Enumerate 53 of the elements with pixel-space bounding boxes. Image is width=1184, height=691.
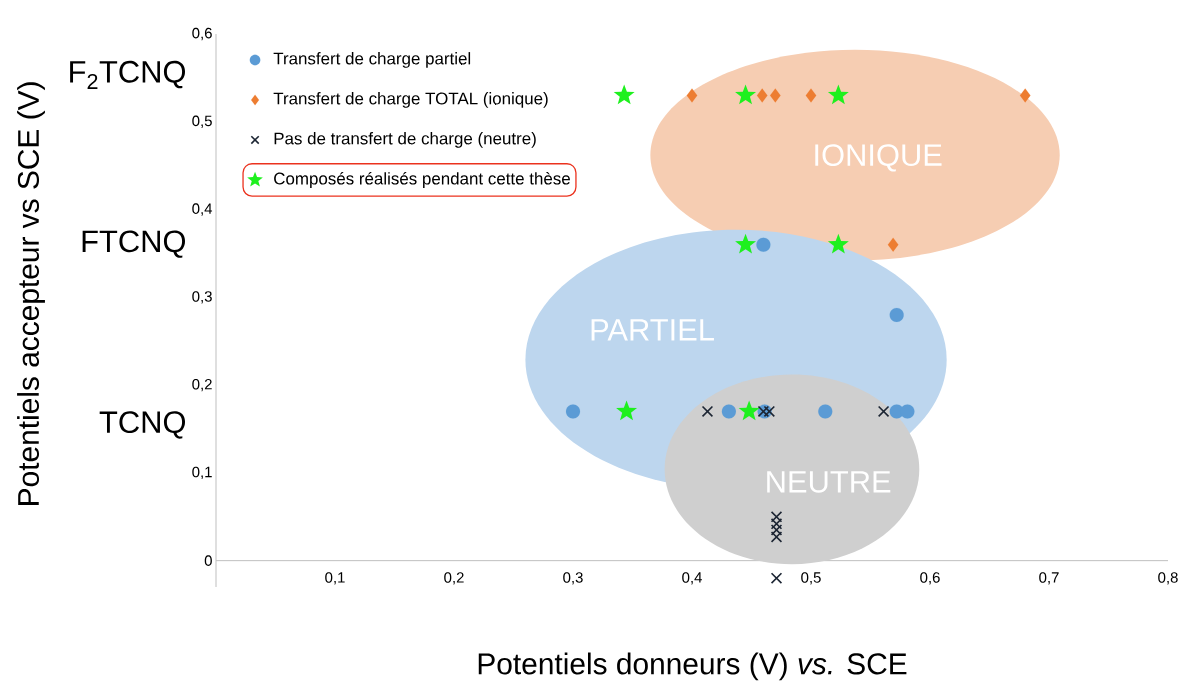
x-axis-title: Potentiels donneurs (V) vs. SCE bbox=[478, 652, 907, 681]
x-tick-label: 0,6 bbox=[920, 572, 940, 585]
text: FTCNQ bbox=[82, 230, 186, 258]
x-tick-label: 0,7 bbox=[1039, 572, 1059, 585]
point bbox=[770, 518, 783, 530]
point bbox=[889, 307, 904, 322]
y-tick-label: 0,6 bbox=[192, 27, 212, 41]
point bbox=[770, 524, 783, 536]
point bbox=[770, 88, 781, 103]
y-tick-label: 0,5 bbox=[192, 115, 212, 128]
point bbox=[686, 88, 698, 103]
text: TCNQ bbox=[99, 411, 186, 439]
legend-label: Composés réalisés pendant cette thèse bbox=[274, 171, 570, 188]
point bbox=[770, 511, 783, 523]
legend-label: Transfert de charge TOTAL (ionique) bbox=[273, 92, 548, 108]
x-tick-label: 0,3 bbox=[563, 572, 583, 585]
point bbox=[756, 88, 768, 103]
text: F$_{2}$TCNQ bbox=[70, 60, 186, 89]
y-tick-label: 0,2 bbox=[192, 378, 212, 392]
point bbox=[770, 572, 783, 584]
y-tick-label: 0,3 bbox=[192, 291, 212, 304]
x-tick-label: 0,8 bbox=[1158, 572, 1178, 585]
x-tick-label: 0,2 bbox=[444, 572, 464, 585]
annotation: IONIQUE bbox=[815, 144, 942, 172]
point bbox=[827, 233, 849, 254]
point bbox=[756, 237, 771, 252]
x-tick-label: 0,5 bbox=[801, 572, 821, 585]
point bbox=[565, 404, 581, 419]
point bbox=[827, 84, 849, 105]
point bbox=[738, 400, 760, 421]
point bbox=[1019, 88, 1031, 103]
legend-label: Pas de transfert de charge (neutre) bbox=[274, 132, 536, 148]
point bbox=[818, 404, 833, 419]
y-tick-label: 0,1 bbox=[192, 466, 212, 480]
point bbox=[735, 84, 757, 105]
x-tick-label: 0,1 bbox=[325, 572, 345, 585]
point bbox=[900, 404, 915, 419]
point bbox=[887, 237, 899, 252]
point bbox=[805, 88, 817, 103]
legend-label: Transfert de charge partiel bbox=[273, 52, 471, 68]
y-tick-label: 0 bbox=[204, 555, 212, 566]
point bbox=[613, 84, 635, 105]
point bbox=[616, 400, 638, 421]
annotation: PARTIEL bbox=[591, 319, 714, 341]
y-axis-title: Potentiels accepteur vs SCE (V) bbox=[17, 82, 45, 505]
point bbox=[877, 405, 890, 418]
point bbox=[770, 531, 783, 543]
point bbox=[701, 405, 714, 418]
point bbox=[721, 404, 736, 419]
point bbox=[763, 405, 776, 418]
point bbox=[735, 233, 757, 254]
x-tick-label: 0,4 bbox=[682, 572, 702, 585]
y-tick-label: 0,4 bbox=[192, 203, 213, 216]
